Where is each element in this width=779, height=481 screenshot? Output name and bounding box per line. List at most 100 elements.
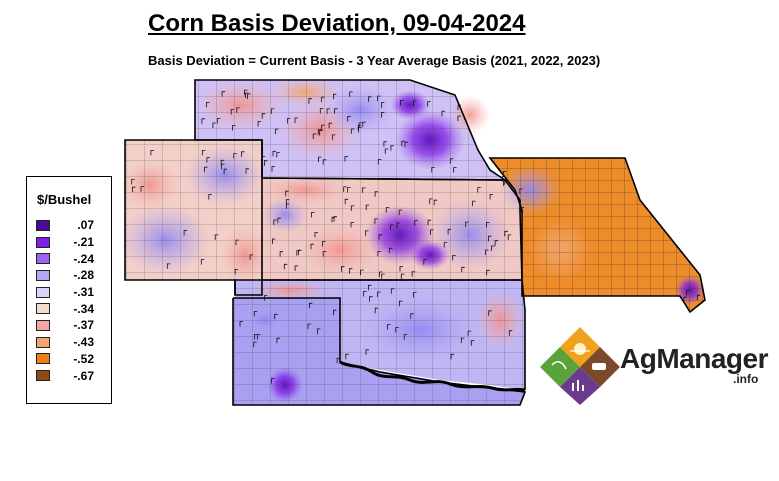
legend-item: .07 <box>36 217 94 234</box>
elevator-marker <box>400 100 404 106</box>
elevator-marker <box>220 159 225 166</box>
elevator-marker <box>232 125 236 131</box>
agmanager-logo[interactable]: AgManager .info <box>540 325 776 407</box>
elevator-marker <box>264 295 268 301</box>
elevator-marker <box>286 203 290 209</box>
elevator-marker <box>208 194 212 200</box>
elevator-marker <box>365 349 369 355</box>
elevator-marker <box>520 207 525 213</box>
elevator-marker <box>245 92 249 98</box>
elevator-marker <box>253 311 258 317</box>
legend-item: -.67 <box>36 367 94 384</box>
state-borders <box>124 79 706 406</box>
elevator-marker <box>431 167 435 173</box>
elevator-marker <box>383 141 387 147</box>
elevator-marker <box>400 273 405 280</box>
elevator-marker <box>470 340 475 346</box>
elevator-marker <box>276 337 280 344</box>
elevator-marker <box>214 234 219 240</box>
elevator-marker <box>270 108 275 114</box>
elevator-marker <box>223 168 228 175</box>
elevator-marker <box>326 108 331 114</box>
elevator-marker <box>403 334 408 340</box>
elevator-marker <box>414 220 418 226</box>
legend-label: -.24 <box>73 251 94 266</box>
elevator-marker <box>460 337 465 344</box>
elevator-marker <box>274 313 278 320</box>
region-oklahoma <box>235 280 525 390</box>
elevator-marker <box>253 341 257 348</box>
page-title: Corn Basis Deviation, 09-04-2024 <box>148 10 526 37</box>
elevator-marker <box>486 222 490 228</box>
legend-label: -.52 <box>73 351 94 366</box>
elevator-marker <box>441 110 445 117</box>
elevator-marker <box>449 158 454 164</box>
elevator-marker <box>150 150 154 156</box>
elevator-marker <box>379 271 383 277</box>
legend-swatch <box>36 353 50 365</box>
elevator-marker <box>378 234 383 240</box>
elevator-marker <box>369 296 373 302</box>
elevator-marker <box>328 122 333 129</box>
elevator-marker <box>212 122 216 128</box>
elevator-marker <box>503 180 507 186</box>
legend-swatch <box>36 319 50 331</box>
elevator-marker <box>307 323 311 330</box>
legend-swatch <box>36 303 50 315</box>
elevator-marker <box>312 133 317 139</box>
elevator-marker <box>317 129 322 135</box>
elevator-marker <box>279 251 284 257</box>
page-subtitle: Basis Deviation = Current Basis - 3 Year… <box>148 53 601 68</box>
elevator-marker <box>241 151 245 157</box>
legend-label: -.31 <box>73 285 94 300</box>
elevator-marker <box>140 186 144 192</box>
elevator-marker <box>319 130 323 136</box>
elevator-marker <box>204 166 208 173</box>
legend-label: -.67 <box>73 368 94 383</box>
elevator-marker <box>244 89 248 96</box>
elevator-marker <box>294 265 299 271</box>
region-texas-panhandle <box>233 298 525 405</box>
logo-text: AgManager <box>620 343 768 374</box>
elevator-marker <box>249 254 254 260</box>
elevator-marker <box>363 291 367 297</box>
legend-item: -.21 <box>36 234 94 251</box>
elevator-marker <box>277 217 281 224</box>
elevator-marker <box>457 115 461 121</box>
elevator-marker <box>235 239 239 246</box>
elevator-marker <box>401 140 405 147</box>
elevator-marker <box>472 200 476 207</box>
elevator-marker <box>368 96 372 102</box>
legend-item: -.28 <box>36 267 94 284</box>
elevator-marker <box>399 300 403 307</box>
elevator-marker <box>457 104 461 111</box>
elevator-marker <box>374 218 378 224</box>
elevator-marker <box>502 171 507 177</box>
elevator-marker <box>344 156 348 162</box>
elevator-marker <box>519 188 523 194</box>
elevator-marker <box>504 179 508 185</box>
elevator-marker <box>461 266 465 273</box>
elevator-marker <box>410 313 414 319</box>
elevator-marker <box>504 230 508 237</box>
elevator-marker <box>453 167 457 173</box>
legend-swatch <box>36 236 50 248</box>
elevator-marker <box>311 212 315 218</box>
logo-diamond-icon <box>540 327 620 405</box>
elevator-marker <box>334 108 338 114</box>
elevator-marker <box>368 284 372 291</box>
elevator-marker <box>264 160 268 166</box>
elevator-marker <box>377 251 381 257</box>
legend-swatch <box>36 336 50 348</box>
elevator-marker <box>477 187 481 193</box>
elevator-marker <box>322 251 327 257</box>
elevator-marker <box>347 116 351 122</box>
elevator-marker <box>336 357 341 364</box>
elevator-marker <box>271 378 275 384</box>
elevator-marker <box>221 163 225 170</box>
elevator-marker <box>350 205 355 211</box>
elevator-marker <box>390 288 395 294</box>
elevator-marker <box>486 269 490 276</box>
elevator-marker <box>234 269 239 275</box>
